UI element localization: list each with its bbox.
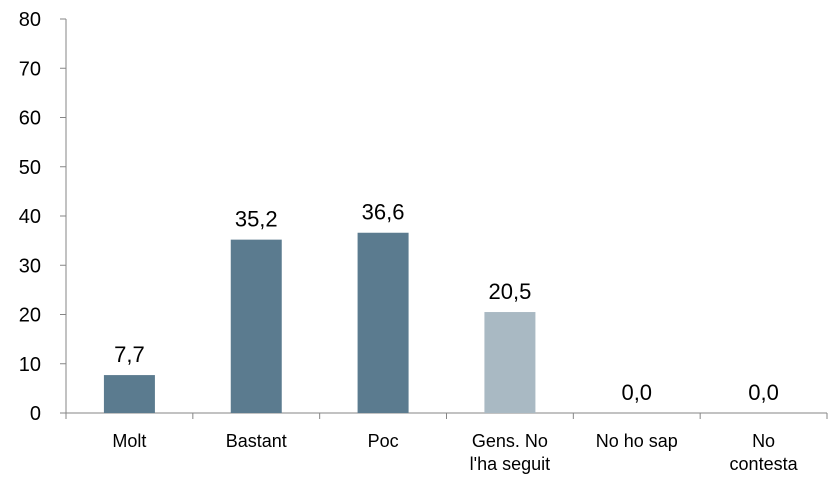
category-label-line: No <box>752 431 775 451</box>
category-label-line: Gens. No <box>472 431 548 451</box>
category-label: No ho sap <box>596 431 678 451</box>
category-label-line: contesta <box>730 454 799 474</box>
category-label-line: Molt <box>112 431 146 451</box>
data-label: 7,7 <box>114 342 145 367</box>
y-tick-label: 50 <box>19 157 41 179</box>
bar <box>357 232 409 413</box>
data-label: 0,0 <box>748 380 779 405</box>
y-axis: 0 10 20 30 40 50 60 70 80 <box>19 9 67 425</box>
category-labels: Molt Bastant Poc Gens. No l'ha seguit No ho s… <box>112 431 798 474</box>
category-label: Poc <box>368 431 399 451</box>
y-tick-label: 60 <box>19 108 41 130</box>
y-tick-label: 30 <box>19 255 41 277</box>
data-label: 36,6 <box>362 200 405 225</box>
y-tick-label: 20 <box>19 305 41 327</box>
category-label-line: Poc <box>368 431 399 451</box>
category-label-line: No ho sap <box>596 431 678 451</box>
category-label: Molt <box>112 431 146 451</box>
data-labels: 7,7 35,2 36,6 20,5 0,0 0,0 <box>114 200 779 405</box>
y-tick-label: 70 <box>19 58 41 80</box>
category-label: No contesta <box>730 431 799 474</box>
data-label: 20,5 <box>489 279 532 304</box>
category-label: Bastant <box>226 431 287 451</box>
y-tick-label: 10 <box>19 354 41 376</box>
y-tick-label: 80 <box>19 9 41 31</box>
data-label: 0,0 <box>621 380 652 405</box>
y-tick-label: 0 <box>30 403 41 425</box>
bar <box>484 312 536 413</box>
category-label: Gens. No l'ha seguit <box>470 431 551 474</box>
y-tick-label: 40 <box>19 206 41 228</box>
bars <box>103 232 536 413</box>
bar <box>103 375 155 413</box>
bar <box>230 239 282 413</box>
x-axis <box>65 412 828 419</box>
category-label-line: l'ha seguit <box>470 454 551 474</box>
category-label-line: Bastant <box>226 431 287 451</box>
data-label: 35,2 <box>235 207 278 232</box>
